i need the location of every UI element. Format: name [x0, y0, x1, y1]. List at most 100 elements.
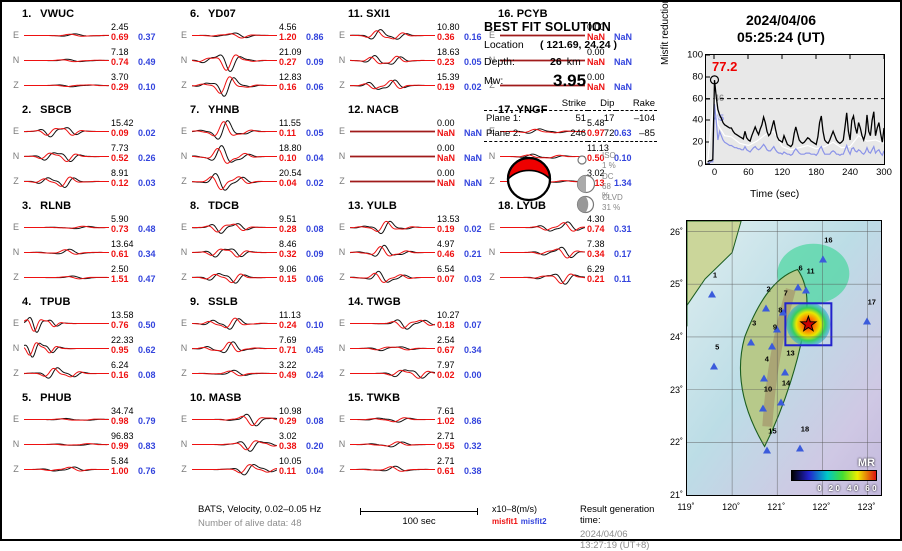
station-number: 11. — [348, 8, 363, 20]
misfit1-value: 0.24 — [279, 320, 297, 330]
station-title: 11. SXI1 — [348, 8, 496, 20]
chart-ytick-mark — [706, 119, 710, 121]
map-station-marker[interactable]: 7 — [778, 289, 788, 316]
component-label: N — [338, 247, 346, 257]
misfit2-value: 0.24 — [306, 370, 324, 380]
waveform-plot — [24, 144, 109, 169]
amplitude-value: 22.33 — [111, 335, 134, 345]
map-ytick: 21˚ — [669, 490, 683, 500]
station-name: NACB — [366, 104, 399, 116]
plane-name: Plane 1: — [486, 113, 521, 124]
map-station-marker[interactable]: 1 — [707, 270, 717, 298]
misfit1-value: 0.98 — [111, 416, 129, 426]
location-row: Location ( 121.69, 24.24 ) — [484, 39, 659, 51]
amplitude-value: 34.74 — [111, 406, 134, 416]
map-station-marker[interactable]: 5 — [710, 343, 719, 370]
amplitude-value: 11.13 — [587, 143, 609, 153]
misfit2-value: 0.08 — [138, 370, 156, 380]
map-station-marker[interactable]: 3 — [747, 319, 756, 346]
trace-row: E 0.00 NaN NaN — [486, 22, 646, 48]
component-label: E — [180, 30, 187, 40]
iso-percent: 1 % — [602, 160, 616, 170]
table-row: Plane 1: 51 17 –104 — [484, 111, 657, 127]
waveform-plot — [350, 432, 435, 457]
plane-strike: 51 — [575, 113, 587, 124]
triangle-icon — [763, 437, 772, 454]
amplitude-value: 6.24 — [111, 360, 129, 370]
map-station-marker[interactable]: 16 — [819, 236, 833, 263]
map-station-marker[interactable]: 11 — [801, 266, 815, 294]
station-number: 13. — [348, 200, 364, 212]
waveform-plot — [24, 265, 109, 290]
map-station-marker[interactable]: 14 — [776, 378, 790, 406]
moment-tensor-section: ISO 1 % DC 68 % CLVD 31 % — [484, 151, 664, 214]
misfit1-value: 0.12 — [111, 178, 129, 188]
map-station-marker[interactable]: 8 — [773, 306, 782, 333]
misfit1-value: 0.07 — [437, 274, 455, 284]
amplitude-value: 4.56 — [279, 22, 297, 32]
peak-marker — [709, 75, 720, 85]
trace-row: Z 3.70 0.29 0.10 — [10, 72, 170, 98]
map-station-marker[interactable]: 15 — [763, 427, 777, 454]
map-station-marker[interactable]: 6 — [793, 263, 803, 291]
misfit2-value: 0.04 — [306, 466, 324, 476]
station-title: 13. YULB — [348, 200, 496, 212]
map-plot-area: MR 0 20 40 60 1 2 3 4 5 6 7 8 9 10 11 13 14 15 16 17 18 — [686, 220, 882, 496]
colorbar-title: MR — [857, 457, 875, 469]
waveform-plot — [192, 432, 277, 457]
waveform-plot — [192, 361, 277, 386]
map-station-marker[interactable]: 13 — [781, 349, 795, 376]
waveform-plot — [350, 73, 435, 98]
amplitude-value: 18.80 — [279, 143, 302, 153]
misfit1-value: 0.74 — [587, 224, 605, 234]
station-name: PHUB — [40, 392, 72, 404]
waveform-plot — [192, 457, 277, 482]
station-block: 3. RLNB E 5.90 0.73 0.48 N 13.64 0.61 0.34 Z 2.50 1… — [10, 200, 170, 290]
station-name: RLNB — [40, 200, 72, 212]
misfit2-value: 0.83 — [138, 441, 156, 451]
amplitude-value: 0.00 — [587, 72, 605, 82]
component-label: N — [488, 247, 496, 257]
trace-row: N 2.54 0.67 0.34 — [336, 335, 496, 361]
map-station-marker[interactable]: 2 — [761, 285, 771, 312]
map-station-marker[interactable]: 17 — [862, 298, 876, 325]
amplitude-value: 4.30 — [587, 214, 605, 224]
station-number: 2. — [22, 104, 32, 116]
chart-xtick-mark — [815, 55, 817, 59]
waveform-plot — [500, 23, 585, 48]
component-label: Z — [13, 368, 19, 378]
plane-strike: 246 — [544, 126, 589, 142]
amplitude-value: 7.73 — [111, 143, 129, 153]
misfit2-value: 0.86 — [306, 32, 324, 42]
colorbar-ticks: 0 20 40 60 — [817, 484, 879, 493]
misfit-reduction-chart: 2024/04/06 05:25:24 (UT) Misfit reductio… — [660, 0, 900, 206]
misfit1-value: 0.18 — [437, 320, 455, 330]
misfit2-value: 0.08 — [306, 416, 324, 426]
misfit2-legend: misfit2 — [520, 517, 547, 526]
component-label: N — [338, 55, 346, 65]
amplitude-value: 2.45 — [111, 22, 129, 32]
component-label: E — [12, 414, 19, 424]
map-station-marker[interactable]: 4 — [759, 354, 769, 382]
dip-header: Dip — [588, 98, 617, 111]
waveform-plot — [24, 407, 109, 432]
misfit1-value: 0.11 — [279, 466, 297, 476]
map-station-marker[interactable]: 18 — [795, 424, 809, 452]
station-block: 10. MASB E 10.98 0.29 0.08 N 3.02 0.38 0.20 Z 10.0… — [178, 392, 338, 482]
misfit2-value: 0.08 — [306, 224, 324, 234]
magnitude-label: Mw: — [484, 75, 504, 87]
station-block: 11. SXI1 E 10.80 0.36 0.16 N 18.63 0.23 0.05 Z 15.… — [336, 8, 496, 98]
component-label: N — [180, 247, 188, 257]
amplitude-value: 13.53 — [437, 214, 460, 224]
waveform-plot — [500, 48, 585, 73]
map-station-marker[interactable]: 10 — [758, 385, 772, 412]
misfit2-value: 0.34 — [138, 249, 156, 259]
misfit2-value: 0.20 — [306, 441, 324, 451]
misfit2-value: NaN — [464, 178, 483, 188]
map-station-marker[interactable]: 9 — [767, 322, 777, 350]
trace-row: E 11.55 0.11 0.05 — [178, 118, 338, 144]
triangle-icon — [707, 281, 716, 298]
station-title: 3. RLNB — [22, 200, 170, 212]
misfit2-value: 0.45 — [306, 345, 324, 355]
chart-xtick: 60 — [743, 167, 754, 178]
